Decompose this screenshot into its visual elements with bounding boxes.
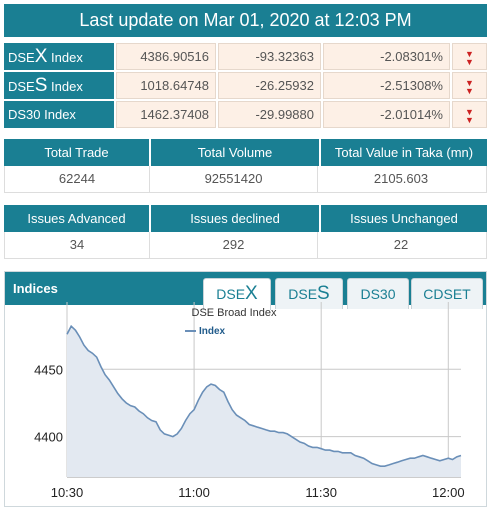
tab-dses[interactable]: DSES: [275, 278, 343, 309]
chart-area-fill: [67, 326, 461, 477]
index-change: -26.25932: [218, 72, 321, 99]
trend-cell: ▼ ▼: [452, 101, 487, 128]
y-tick-label: 4400: [34, 430, 63, 445]
index-change-percent: -2.08301%: [323, 43, 450, 70]
value-issues-declined: 292: [150, 232, 318, 258]
header-issues-unchanged: Issues Unchanged: [321, 205, 487, 232]
index-value: 1462.37408: [116, 101, 216, 128]
index-name-dsex: DSEX Index: [4, 43, 114, 70]
index-change: -29.99880: [218, 101, 321, 128]
index-table: DSEX Index 4386.90516 -93.32363 -2.08301…: [4, 43, 487, 130]
index-change: -93.32363: [218, 43, 321, 70]
header-issues-advanced: Issues Advanced: [4, 205, 149, 232]
chart-title: DSE Broad Index: [192, 307, 277, 319]
tab-dsex[interactable]: DSEX: [203, 278, 271, 310]
trend-cell: ▼ ▼: [452, 72, 487, 99]
index-value: 1018.64748: [116, 72, 216, 99]
double-chevron-down-icon: ▼ ▼: [465, 77, 474, 96]
index-chart: 10:30 11:00 11:30 12:00 4400 4450 DSE Broad I…: [34, 302, 465, 500]
double-chevron-down-icon: ▼ ▼: [465, 48, 474, 67]
indices-panel: Indices DSEX DSES DS30 CDSET 10:30 11:00 1…: [4, 271, 487, 507]
index-value: 4386.90516: [116, 43, 216, 70]
index-change-percent: -2.51308%: [323, 72, 450, 99]
header-total-volume: Total Volume: [151, 139, 319, 166]
header-total-trade: Total Trade: [4, 139, 149, 166]
chart-series-line: [66, 324, 462, 467]
tab-ds30[interactable]: DS30: [347, 278, 409, 309]
x-tick-label: 12:00: [432, 485, 465, 500]
value-total-trade: 62244: [5, 166, 150, 192]
value-total-volume: 92551420: [150, 166, 318, 192]
x-tick-label: 10:30: [51, 485, 84, 500]
index-row-ds30[interactable]: DS30 Index 1462.37408 -29.99880 -2.01014…: [4, 101, 487, 128]
trend-cell: ▼ ▼: [452, 43, 487, 70]
index-name-ds30: DS30 Index: [4, 101, 114, 128]
header-issues-declined: Issues declined: [151, 205, 319, 232]
index-row-dsex[interactable]: DSEX Index 4386.90516 -93.32363 -2.08301…: [4, 43, 487, 70]
double-chevron-down-icon: ▼ ▼: [465, 106, 474, 125]
legend-label: Index: [199, 326, 226, 337]
indices-panel-title: Indices: [13, 281, 58, 296]
value-issues-unchanged: 22: [393, 237, 409, 252]
index-change-percent: -2.01014%: [323, 101, 450, 128]
value-issues-advanced: 34: [5, 232, 150, 258]
index-name-dses: DSES Index: [4, 72, 114, 99]
issues-summary-table: Issues Advanced Issues declined Issues U…: [4, 205, 487, 259]
x-tick-label: 11:30: [305, 485, 337, 500]
x-tick-label: 11:00: [178, 485, 210, 500]
index-row-dses[interactable]: DSES Index 1018.64748 -26.25932 -2.51308…: [4, 72, 487, 99]
y-tick-label: 4450: [34, 362, 63, 377]
header-total-value: Total Value in Taka (mn): [321, 139, 487, 166]
value-total-value: 2105.603: [373, 171, 429, 186]
tab-cdset[interactable]: CDSET: [411, 278, 483, 309]
last-update-banner: Last update on Mar 01, 2020 at 12:03 PM: [4, 4, 487, 37]
trade-summary-table: Total Trade Total Volume Total Value in …: [4, 139, 487, 193]
